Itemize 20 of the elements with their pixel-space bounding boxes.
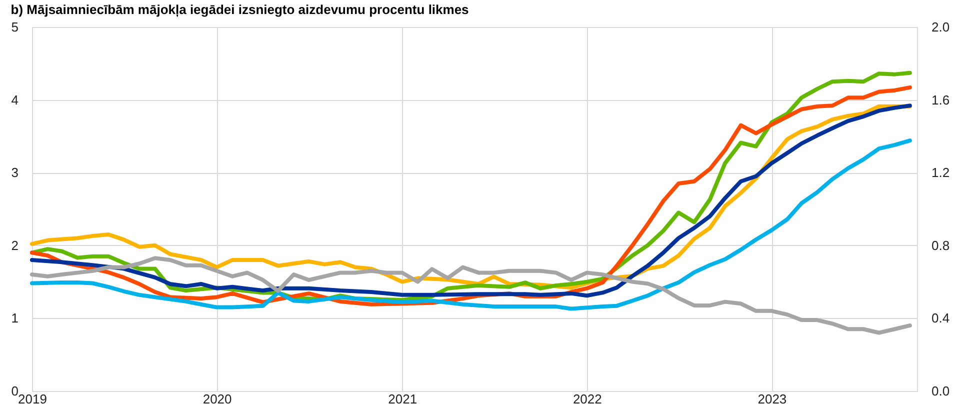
y2-tick-label: 0.4 <box>932 310 950 326</box>
y-tick-label: 2 <box>11 238 18 253</box>
chart-title: b) Mājsaimniecībām mājokļa iegādei izsniegto aizdevumu procentu likmes <box>10 2 469 17</box>
y2-tick-label: 0.0 <box>932 384 950 398</box>
y-tick-label: 4 <box>11 92 18 108</box>
y2-tick-label: 1.6 <box>932 92 950 108</box>
y-tick-label: 5 <box>11 20 18 34</box>
line-series <box>30 256 912 335</box>
y2-tick-label: 1.2 <box>932 165 950 180</box>
x-tick-label: 2022 <box>572 392 602 406</box>
x-tick-label: 2019 <box>18 392 47 406</box>
line-series <box>30 138 912 311</box>
y-tick-label: 0 <box>11 384 18 398</box>
y2-tick-label: 0.8 <box>932 238 950 253</box>
y2-tick-label: 2.0 <box>932 20 950 34</box>
y-tick-label: 3 <box>11 165 18 180</box>
x-tick-label: 2023 <box>758 392 787 406</box>
x-tick-label: 2020 <box>202 392 232 406</box>
y-tick-label: 1 <box>11 310 18 326</box>
x-tick-label: 2021 <box>388 392 418 406</box>
